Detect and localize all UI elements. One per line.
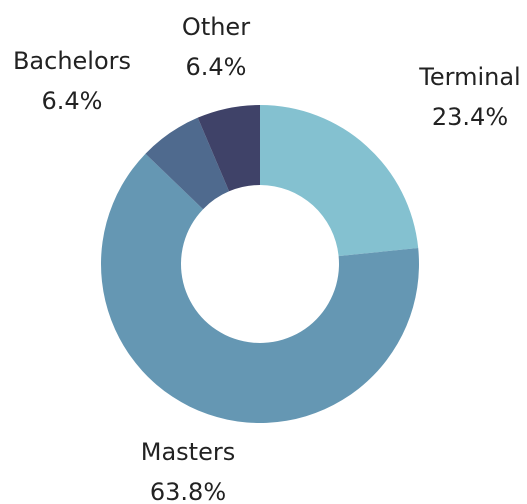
slice-label: Masters — [141, 438, 235, 466]
slice-label: Terminal — [418, 63, 520, 91]
slice-label: Other — [182, 13, 250, 41]
slice-value-label: 63.8% — [150, 478, 226, 504]
donut-slice — [100, 153, 419, 424]
slice-value-label: 6.4% — [186, 53, 247, 81]
slice-value-label: 6.4% — [42, 87, 103, 115]
donut-slice — [260, 105, 419, 257]
donut-slice — [145, 117, 230, 210]
donut-slice — [197, 105, 260, 192]
slice-value-label: 23.4% — [432, 103, 508, 131]
slice-label: Bachelors — [13, 47, 131, 75]
